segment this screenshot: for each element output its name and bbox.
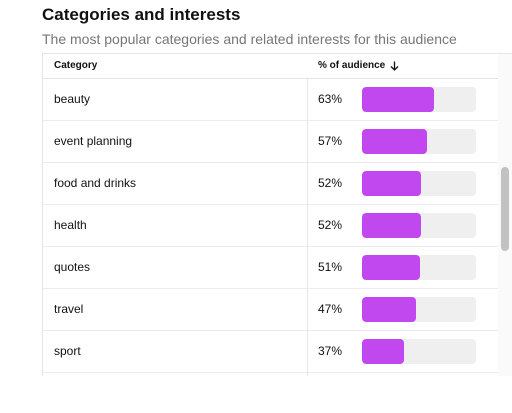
percent-bar: [362, 129, 476, 154]
category-label: food and drinks: [54, 176, 137, 190]
table-row: quotes 51%: [43, 247, 498, 289]
percent-bar-fill: [362, 171, 422, 196]
percent-bar: [362, 171, 476, 196]
percent-value: 51%: [318, 260, 343, 274]
category-label: beauty: [54, 92, 91, 106]
percent-value: 47%: [318, 302, 343, 316]
table-row: travel 47%: [43, 289, 498, 331]
table-row: event planning 57%: [43, 121, 498, 163]
table-row: beauty 63%: [43, 79, 498, 121]
percent-value: 52%: [318, 218, 343, 232]
column-header-percent-sort[interactable]: % of audience: [318, 60, 399, 71]
categories-table: Category % of audience beauty 63% event …: [42, 53, 512, 376]
percent-bar-fill: [362, 297, 416, 322]
percent-value: 57%: [318, 134, 343, 148]
category-label: travel: [54, 302, 84, 316]
table-body: beauty 63% event planning 57% food and d…: [43, 79, 498, 376]
percent-bar-fill: [362, 129, 427, 154]
table-header-row: Category % of audience: [43, 54, 512, 79]
percent-value: 37%: [318, 344, 343, 358]
table-row: food and drinks 52%: [43, 163, 498, 205]
percent-value: 63%: [318, 92, 343, 106]
percent-bar-fill: [362, 213, 422, 238]
table-row: health 52%: [43, 205, 498, 247]
category-label: quotes: [54, 260, 91, 274]
percent-bar-fill: [362, 339, 405, 364]
column-header-category: Category: [54, 60, 98, 71]
category-label: event planning: [54, 134, 133, 148]
category-label: health: [54, 218, 87, 232]
percent-bar-fill: [362, 255, 421, 280]
percent-bar-fill: [362, 87, 434, 112]
section-title: Categories and interests: [42, 5, 241, 24]
percent-bar: [362, 87, 476, 112]
percent-bar: [362, 339, 476, 364]
table-row: [43, 373, 498, 376]
scrollbar-thumb[interactable]: [501, 167, 509, 251]
section-subtitle: The most popular categories and related …: [42, 31, 457, 47]
column-header-percent-label: % of audience: [318, 60, 386, 71]
percent-bar: [362, 297, 476, 322]
percent-value: 52%: [318, 176, 343, 190]
category-label: sport: [54, 344, 81, 358]
percent-bar: [362, 255, 476, 280]
percent-bar: [362, 213, 476, 238]
column-divider: [307, 54, 308, 376]
arrow-down-icon: [390, 61, 399, 71]
table-row: sport 37%: [43, 331, 498, 373]
